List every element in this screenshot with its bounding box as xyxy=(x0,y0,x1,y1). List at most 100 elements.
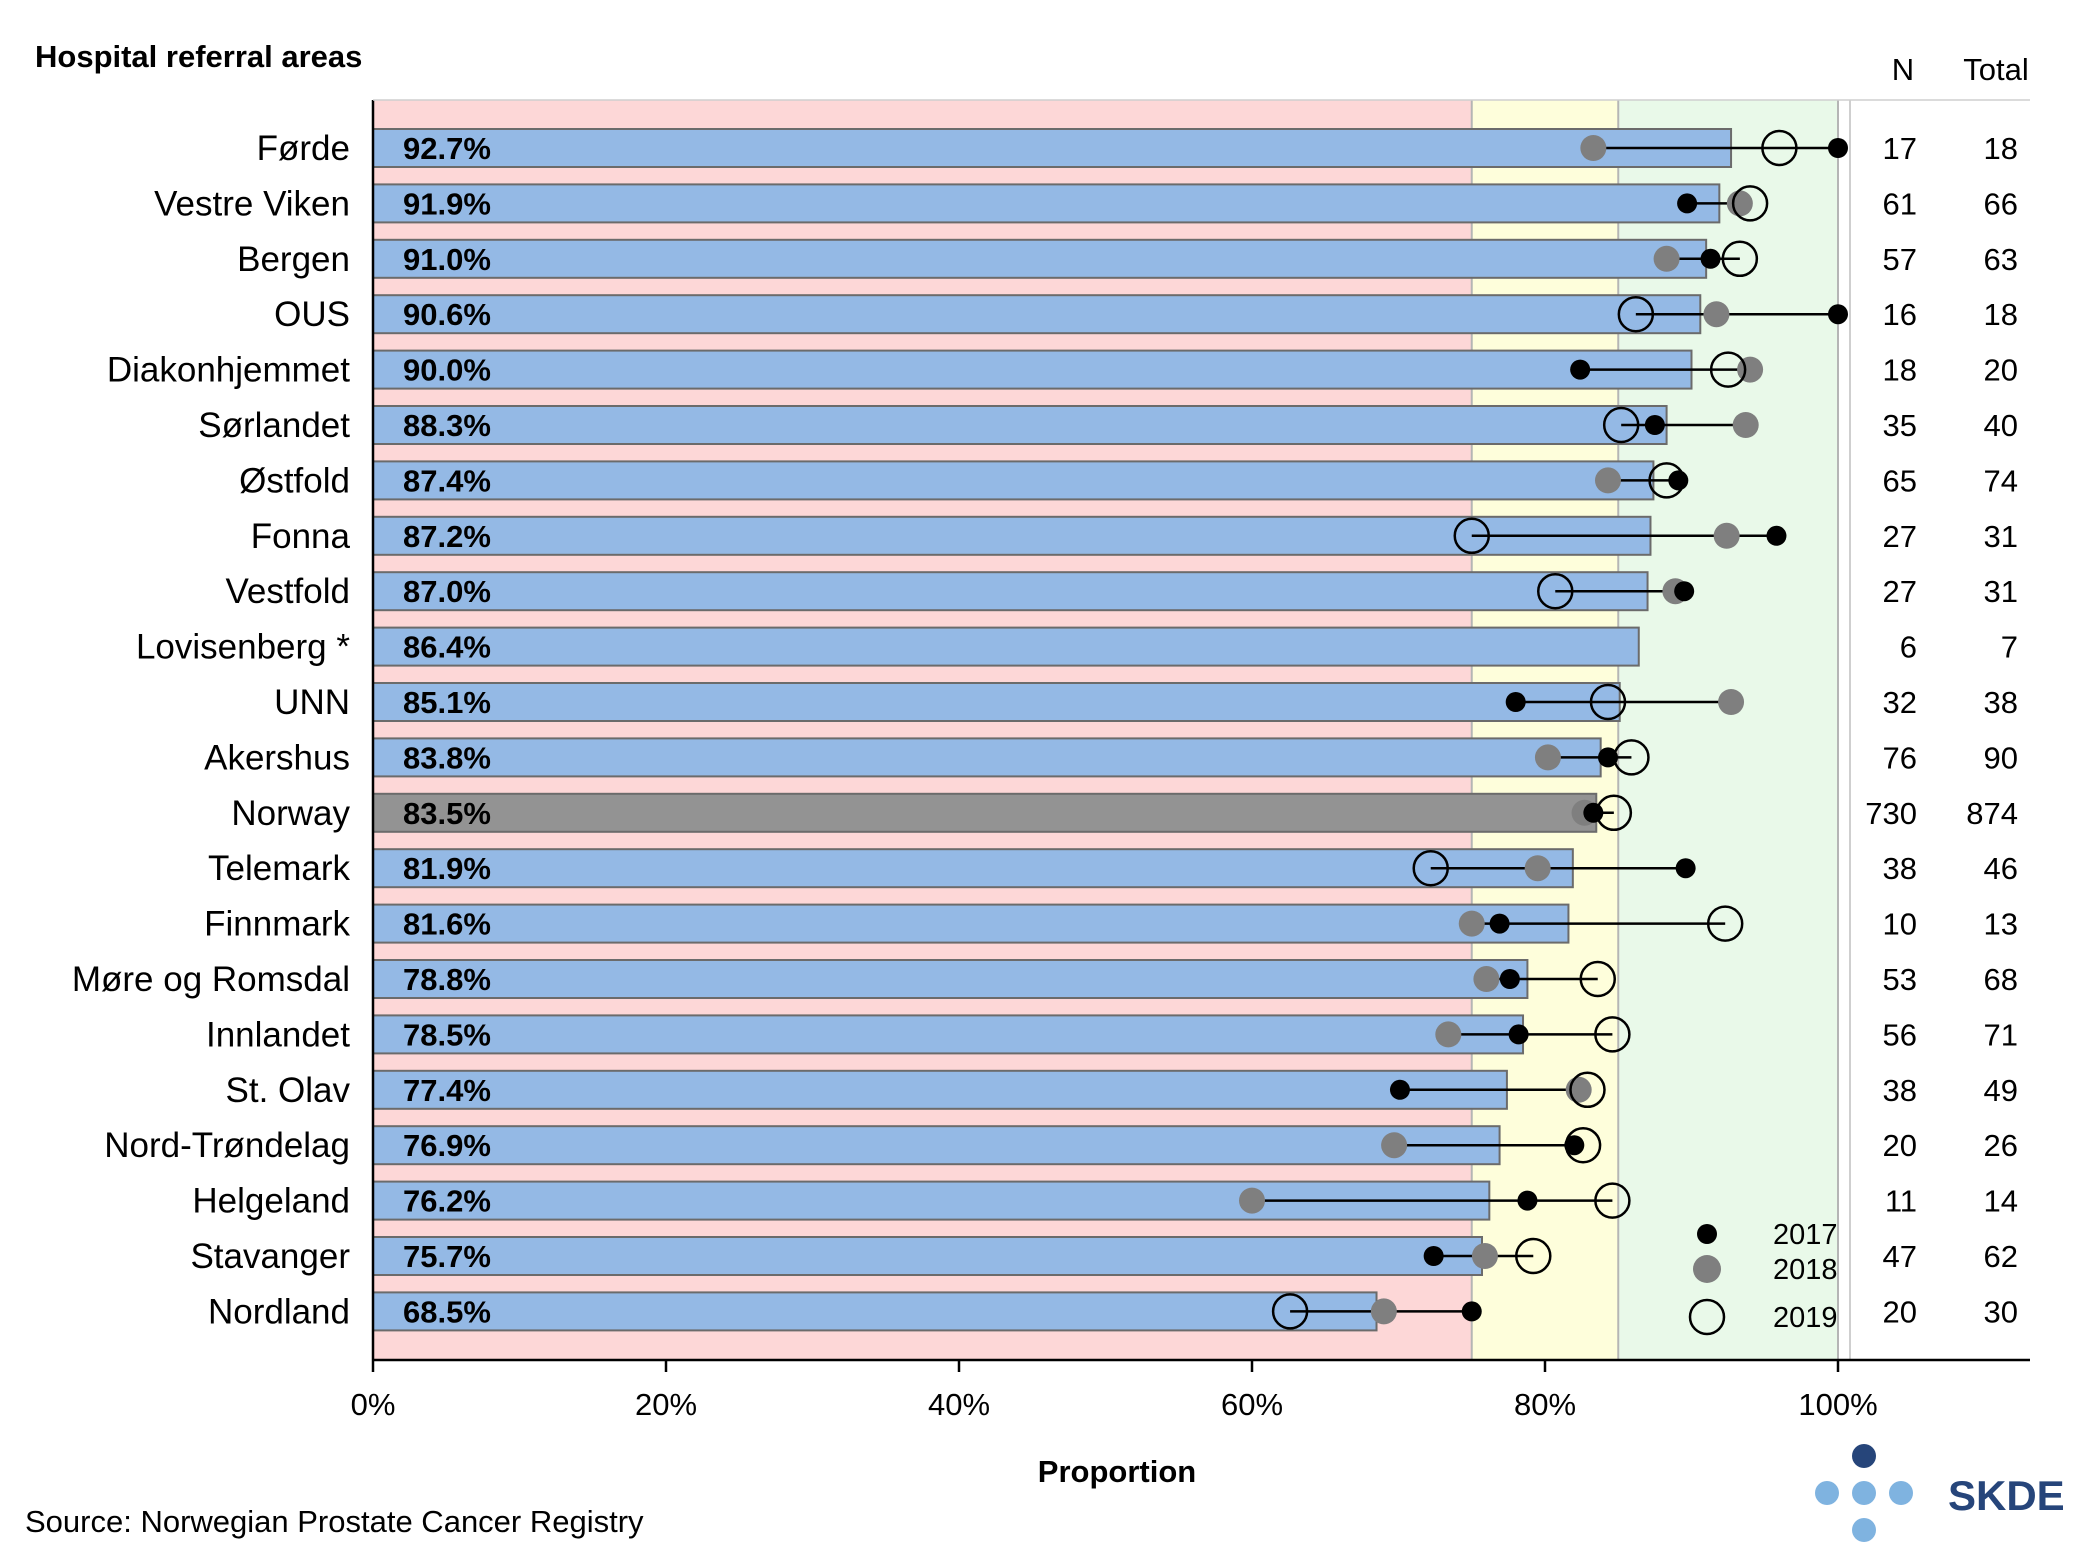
bar xyxy=(372,460,1655,501)
marker-2018 xyxy=(1718,689,1745,715)
target-zone-2 xyxy=(1618,100,1838,1360)
bar-value-label: 90.0% xyxy=(403,353,491,388)
bar-value-label: 78.5% xyxy=(403,1017,491,1052)
marker-2017 xyxy=(1674,581,1695,602)
bar-value-label: 77.4% xyxy=(403,1073,491,1108)
marker-2017 xyxy=(1668,470,1689,491)
bar-value-label: 83.8% xyxy=(403,740,491,775)
total-value: 31 xyxy=(1984,519,2018,554)
total-value: 20 xyxy=(1984,353,2018,388)
bar-value-label: 83.5% xyxy=(403,796,491,831)
total-value: 18 xyxy=(1984,131,2018,166)
bar xyxy=(372,515,1652,556)
logo-dot-right xyxy=(1889,1481,1913,1505)
x-tick-label: 60% xyxy=(1221,1387,1283,1422)
total-value: 40 xyxy=(1984,408,2018,443)
total-value: 68 xyxy=(1984,962,2018,997)
bar-value-label: 91.0% xyxy=(403,242,491,277)
marker-2018 xyxy=(1524,855,1551,882)
legend-marker-2017 xyxy=(1697,1224,1717,1244)
bar-value-label: 68.5% xyxy=(403,1294,491,1329)
marker-2019 xyxy=(1709,351,1747,388)
x-tick-label: 0% xyxy=(351,1387,396,1422)
x-tick-label: 100% xyxy=(1798,1387,1877,1422)
marker-2018 xyxy=(1381,1132,1408,1159)
legend-label: 2018 xyxy=(1773,1254,1838,1286)
bar xyxy=(372,294,1702,335)
bar-value-label: 76.2% xyxy=(403,1184,491,1219)
n-value: 38 xyxy=(1883,1073,1917,1108)
n-value: 10 xyxy=(1883,907,1917,942)
category-label: St. Olav xyxy=(226,1071,351,1110)
category-label: Finnmark xyxy=(204,905,350,944)
total-value: 14 xyxy=(1984,1184,2018,1219)
n-value: 18 xyxy=(1883,353,1917,388)
marker-2018 xyxy=(1534,744,1561,771)
legend-label: 2017 xyxy=(1773,1219,1838,1251)
logo-dot-left xyxy=(1815,1481,1839,1505)
category-label: Møre og Romsdal xyxy=(72,960,350,999)
marker-2017 xyxy=(1675,858,1696,879)
x-tick-label: 20% xyxy=(635,1387,697,1422)
marker-2019 xyxy=(1613,739,1650,776)
bar xyxy=(372,128,1733,168)
n-value: 61 xyxy=(1883,186,1917,221)
total-value: 38 xyxy=(1984,685,2018,720)
category-label: Sørlandet xyxy=(198,406,350,445)
x-axis-label: Proportion xyxy=(1038,1454,1196,1489)
n-value: 17 xyxy=(1883,131,1917,166)
bar-value-label: 76.9% xyxy=(403,1128,491,1163)
category-label: UNN xyxy=(274,683,350,722)
marker-2018 xyxy=(1726,190,1753,217)
n-value: 27 xyxy=(1883,519,1917,554)
bar xyxy=(372,1291,1378,1332)
marker-2018 xyxy=(1653,245,1680,272)
target-zone-1 xyxy=(1471,100,1619,1360)
marker-2019 xyxy=(1569,1071,1606,1109)
marker-2019 xyxy=(1648,462,1685,499)
marker-2019 xyxy=(1594,1182,1631,1219)
chart-title: Hospital referral areas xyxy=(35,39,362,74)
bar-value-label: 87.4% xyxy=(403,463,491,498)
bar-value-label: 87.2% xyxy=(403,519,491,554)
n-value: 11 xyxy=(1885,1184,1917,1219)
marker-2018 xyxy=(1703,301,1730,328)
category-label: OUS xyxy=(274,295,350,334)
x-tick-label: 40% xyxy=(928,1387,990,1422)
marker-2018 xyxy=(1471,1243,1498,1269)
bar-value-label: 86.4% xyxy=(403,630,491,665)
bar xyxy=(372,1125,1501,1166)
marker-2017 xyxy=(1564,1135,1585,1156)
bar xyxy=(372,349,1693,390)
n-value: 730 xyxy=(1865,796,1917,831)
bar xyxy=(372,571,1649,612)
n-value: 16 xyxy=(1883,297,1917,332)
marker-2017 xyxy=(1677,193,1698,214)
bar xyxy=(372,737,1602,778)
marker-2018 xyxy=(1473,966,1500,992)
bar xyxy=(372,1014,1525,1055)
category-label: Innlandet xyxy=(206,1015,350,1054)
n-value: 65 xyxy=(1883,463,1917,498)
n-value: 47 xyxy=(1883,1239,1917,1274)
bar xyxy=(372,238,1708,279)
marker-2017 xyxy=(1597,747,1618,768)
n-value: 20 xyxy=(1883,1294,1917,1329)
marker-2017 xyxy=(1570,359,1591,380)
marker-2017 xyxy=(1389,1079,1410,1100)
source-note: Source: Norwegian Prostate Cancer Regist… xyxy=(25,1504,644,1539)
marker-2019 xyxy=(1271,1293,1309,1330)
marker-2017 xyxy=(1505,692,1526,712)
bar xyxy=(372,1236,1484,1276)
category-label: Østfold xyxy=(239,461,350,500)
total-column-header: Total xyxy=(1963,52,2028,87)
marker-2017 xyxy=(1583,802,1604,823)
category-label: Akershus xyxy=(204,738,350,777)
bar xyxy=(372,959,1529,999)
legend-marker-2019 xyxy=(1688,1298,1726,1336)
marker-2017 xyxy=(1828,304,1848,325)
n-value: 20 xyxy=(1883,1128,1917,1163)
n-value: 53 xyxy=(1883,962,1917,997)
marker-2017 xyxy=(1461,1301,1482,1322)
